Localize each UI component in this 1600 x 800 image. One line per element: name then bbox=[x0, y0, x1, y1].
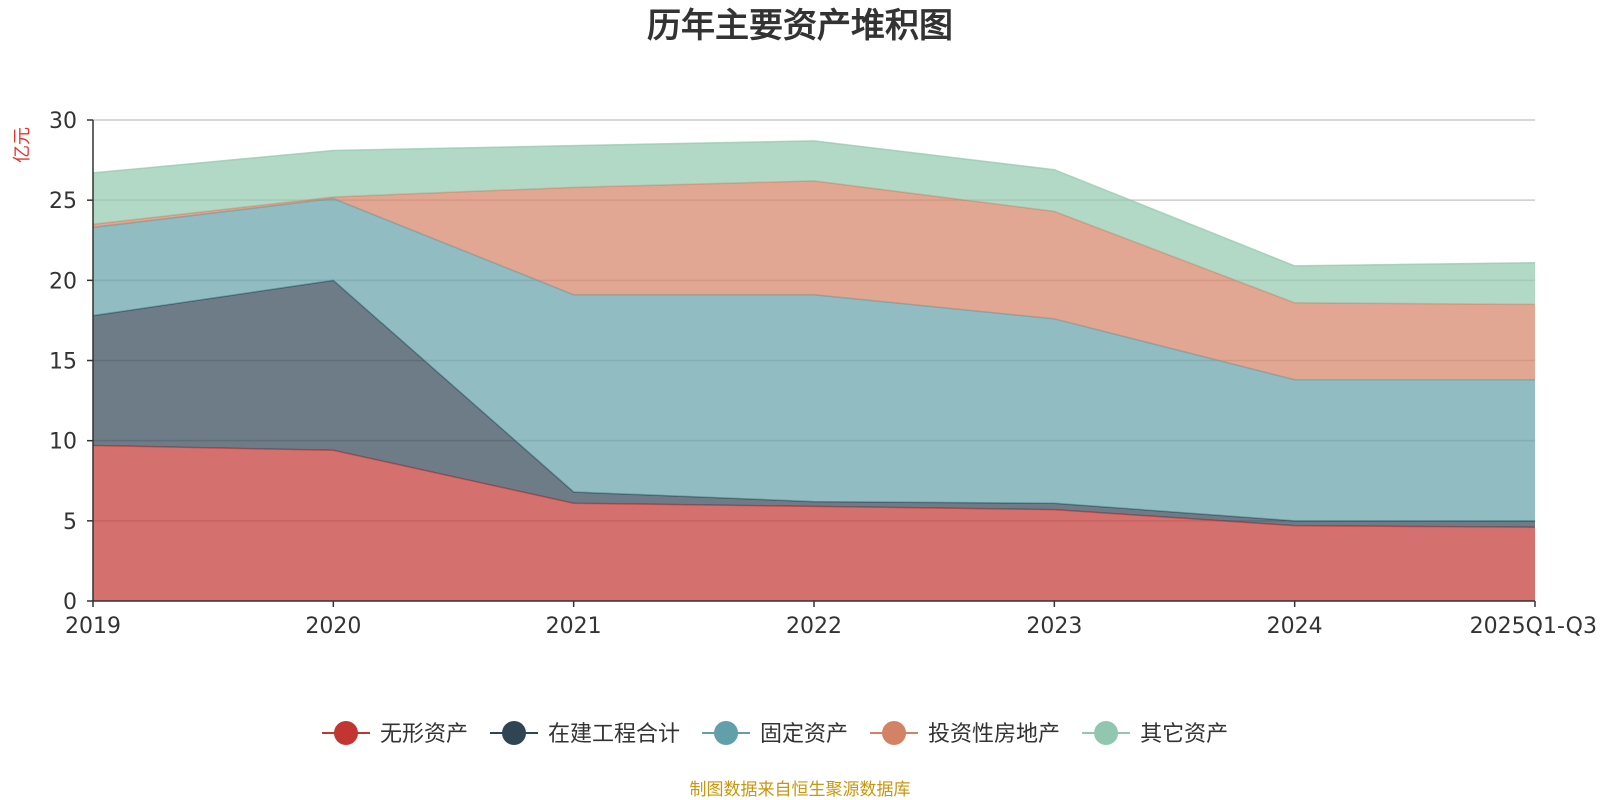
x-tick-label: 2019 bbox=[65, 614, 121, 639]
area-series-1 bbox=[93, 280, 1535, 528]
legend-item[interactable]: 投资性房地产 bbox=[870, 721, 1060, 747]
area-series bbox=[92, 140, 1536, 601]
area-edge-4 bbox=[92, 140, 1536, 267]
y-tick-label: 10 bbox=[49, 430, 77, 455]
y-tick-label: 0 bbox=[63, 590, 77, 615]
legend: 无形资产 在建工程合计 固定资产 投资性房地产 其它资产 bbox=[322, 721, 1228, 747]
legend-marker bbox=[334, 721, 358, 745]
x-tick-labels: 2019 2020 2021 2022 2023 2024 2025Q1-Q3 bbox=[65, 614, 1597, 639]
y-tick-label: 30 bbox=[49, 109, 77, 134]
x-tick-label: 2022 bbox=[786, 614, 842, 639]
legend-label: 无形资产 bbox=[380, 722, 468, 747]
x-tick-label: 2020 bbox=[305, 614, 361, 639]
area-series-3 bbox=[93, 180, 1535, 380]
legend-marker bbox=[1094, 721, 1119, 745]
legend-item[interactable]: 无形资产 bbox=[322, 721, 468, 747]
area-series-0 bbox=[93, 445, 1535, 601]
x-tick-label: 2021 bbox=[546, 614, 602, 639]
legend-marker bbox=[882, 721, 907, 745]
y-axis-unit: 亿元 bbox=[12, 127, 33, 163]
legend-item[interactable]: 固定资产 bbox=[702, 721, 848, 747]
y-tick-label: 20 bbox=[49, 269, 77, 294]
legend-marker bbox=[502, 721, 527, 745]
legend-marker bbox=[714, 721, 739, 745]
x-tick-label: 2024 bbox=[1267, 614, 1323, 639]
axes bbox=[87, 119, 1536, 607]
area-series-4 bbox=[93, 140, 1535, 305]
y-tick-label: 5 bbox=[63, 510, 77, 535]
x-tick-label: 2023 bbox=[1026, 614, 1082, 639]
legend-label: 投资性房地产 bbox=[928, 722, 1060, 747]
legend-item[interactable]: 在建工程合计 bbox=[490, 721, 680, 747]
legend-label: 其它资产 bbox=[1140, 722, 1228, 747]
data-source-note: 制图数据来自恒生聚源数据库 bbox=[690, 780, 911, 800]
y-tick-label: 25 bbox=[49, 189, 77, 214]
legend-label: 在建工程合计 bbox=[548, 722, 680, 747]
x-tick-label: 2025Q1-Q3 bbox=[1470, 614, 1597, 639]
y-tick-labels: 0 5 10 15 20 25 30 bbox=[49, 109, 77, 615]
y-tick-label: 15 bbox=[49, 350, 77, 375]
legend-label: 固定资产 bbox=[760, 722, 848, 747]
area-series-2 bbox=[93, 198, 1535, 521]
chart-title: 历年主要资产堆积图 bbox=[647, 6, 953, 46]
legend-item[interactable]: 其它资产 bbox=[1082, 721, 1228, 747]
